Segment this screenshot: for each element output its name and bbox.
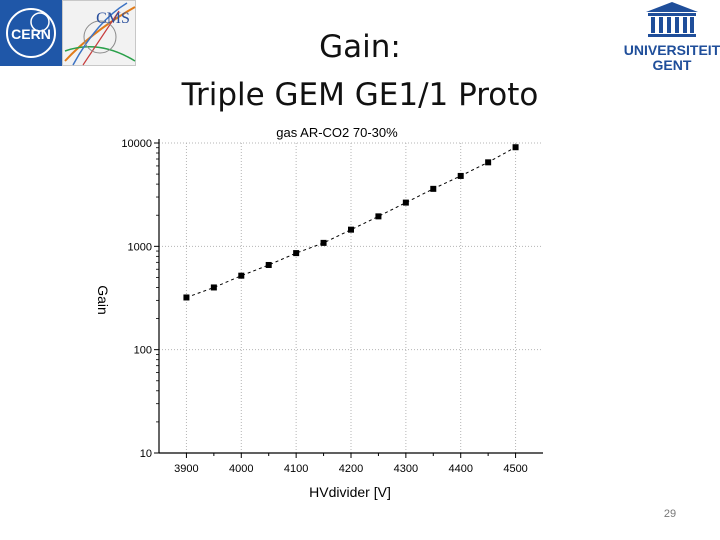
x-tick-label: 4200 bbox=[339, 463, 363, 475]
data-point bbox=[293, 250, 300, 257]
cern-logo: CERN bbox=[0, 0, 62, 66]
cern-logo-text: CERN bbox=[11, 26, 51, 42]
x-tick-label: 4100 bbox=[284, 463, 308, 475]
dashed-fit-line bbox=[186, 146, 516, 298]
data-point bbox=[238, 272, 245, 279]
x-tick-label: 3900 bbox=[174, 463, 198, 475]
y-tick-label: 1000 bbox=[128, 241, 152, 253]
data-point bbox=[512, 144, 519, 151]
y-tick-label: 10 bbox=[140, 448, 152, 460]
cms-logo-text: CMS bbox=[96, 10, 130, 27]
x-tick-label: 4400 bbox=[448, 463, 472, 475]
ugent-logo-line2: GENT bbox=[653, 57, 692, 73]
data-point bbox=[430, 185, 437, 192]
ugent-logo: UNIVERSITEIT GENT bbox=[624, 0, 720, 80]
x-tick-label: 4500 bbox=[503, 463, 527, 475]
chart-fit-line bbox=[186, 146, 516, 298]
chart-grid bbox=[159, 142, 543, 453]
chart-title: gas AR-CO2 70-30% bbox=[276, 125, 398, 140]
data-point bbox=[485, 159, 492, 166]
x-tick-label: 4000 bbox=[229, 463, 253, 475]
y-tick-label: 100 bbox=[134, 345, 152, 357]
y-tick-label: 10000 bbox=[121, 138, 152, 150]
data-point bbox=[320, 239, 327, 246]
cms-logo: CMS bbox=[62, 0, 136, 66]
data-point bbox=[210, 284, 217, 291]
data-point bbox=[402, 199, 409, 206]
data-point bbox=[348, 226, 354, 233]
x-axis-label: HVdivider [V] bbox=[309, 484, 391, 500]
page-number: 29 bbox=[663, 508, 677, 520]
chart-points bbox=[183, 144, 519, 301]
data-point bbox=[265, 261, 272, 268]
ugent-logo-line1: UNIVERSITEIT bbox=[624, 42, 720, 58]
data-point bbox=[183, 294, 190, 301]
data-point bbox=[375, 213, 382, 220]
chart-ticks: 3900 4000 4100 4200 4300 4400 4500 10 100 1000 100… bbox=[121, 138, 527, 475]
x-tick-label: 4300 bbox=[394, 463, 418, 475]
slide-title-line2: Triple GEM GE1/1 Proto bbox=[181, 77, 539, 113]
slide-title-line1: Gain: bbox=[319, 29, 401, 65]
data-point bbox=[457, 172, 464, 179]
y-axis-label: Gain bbox=[95, 285, 111, 315]
